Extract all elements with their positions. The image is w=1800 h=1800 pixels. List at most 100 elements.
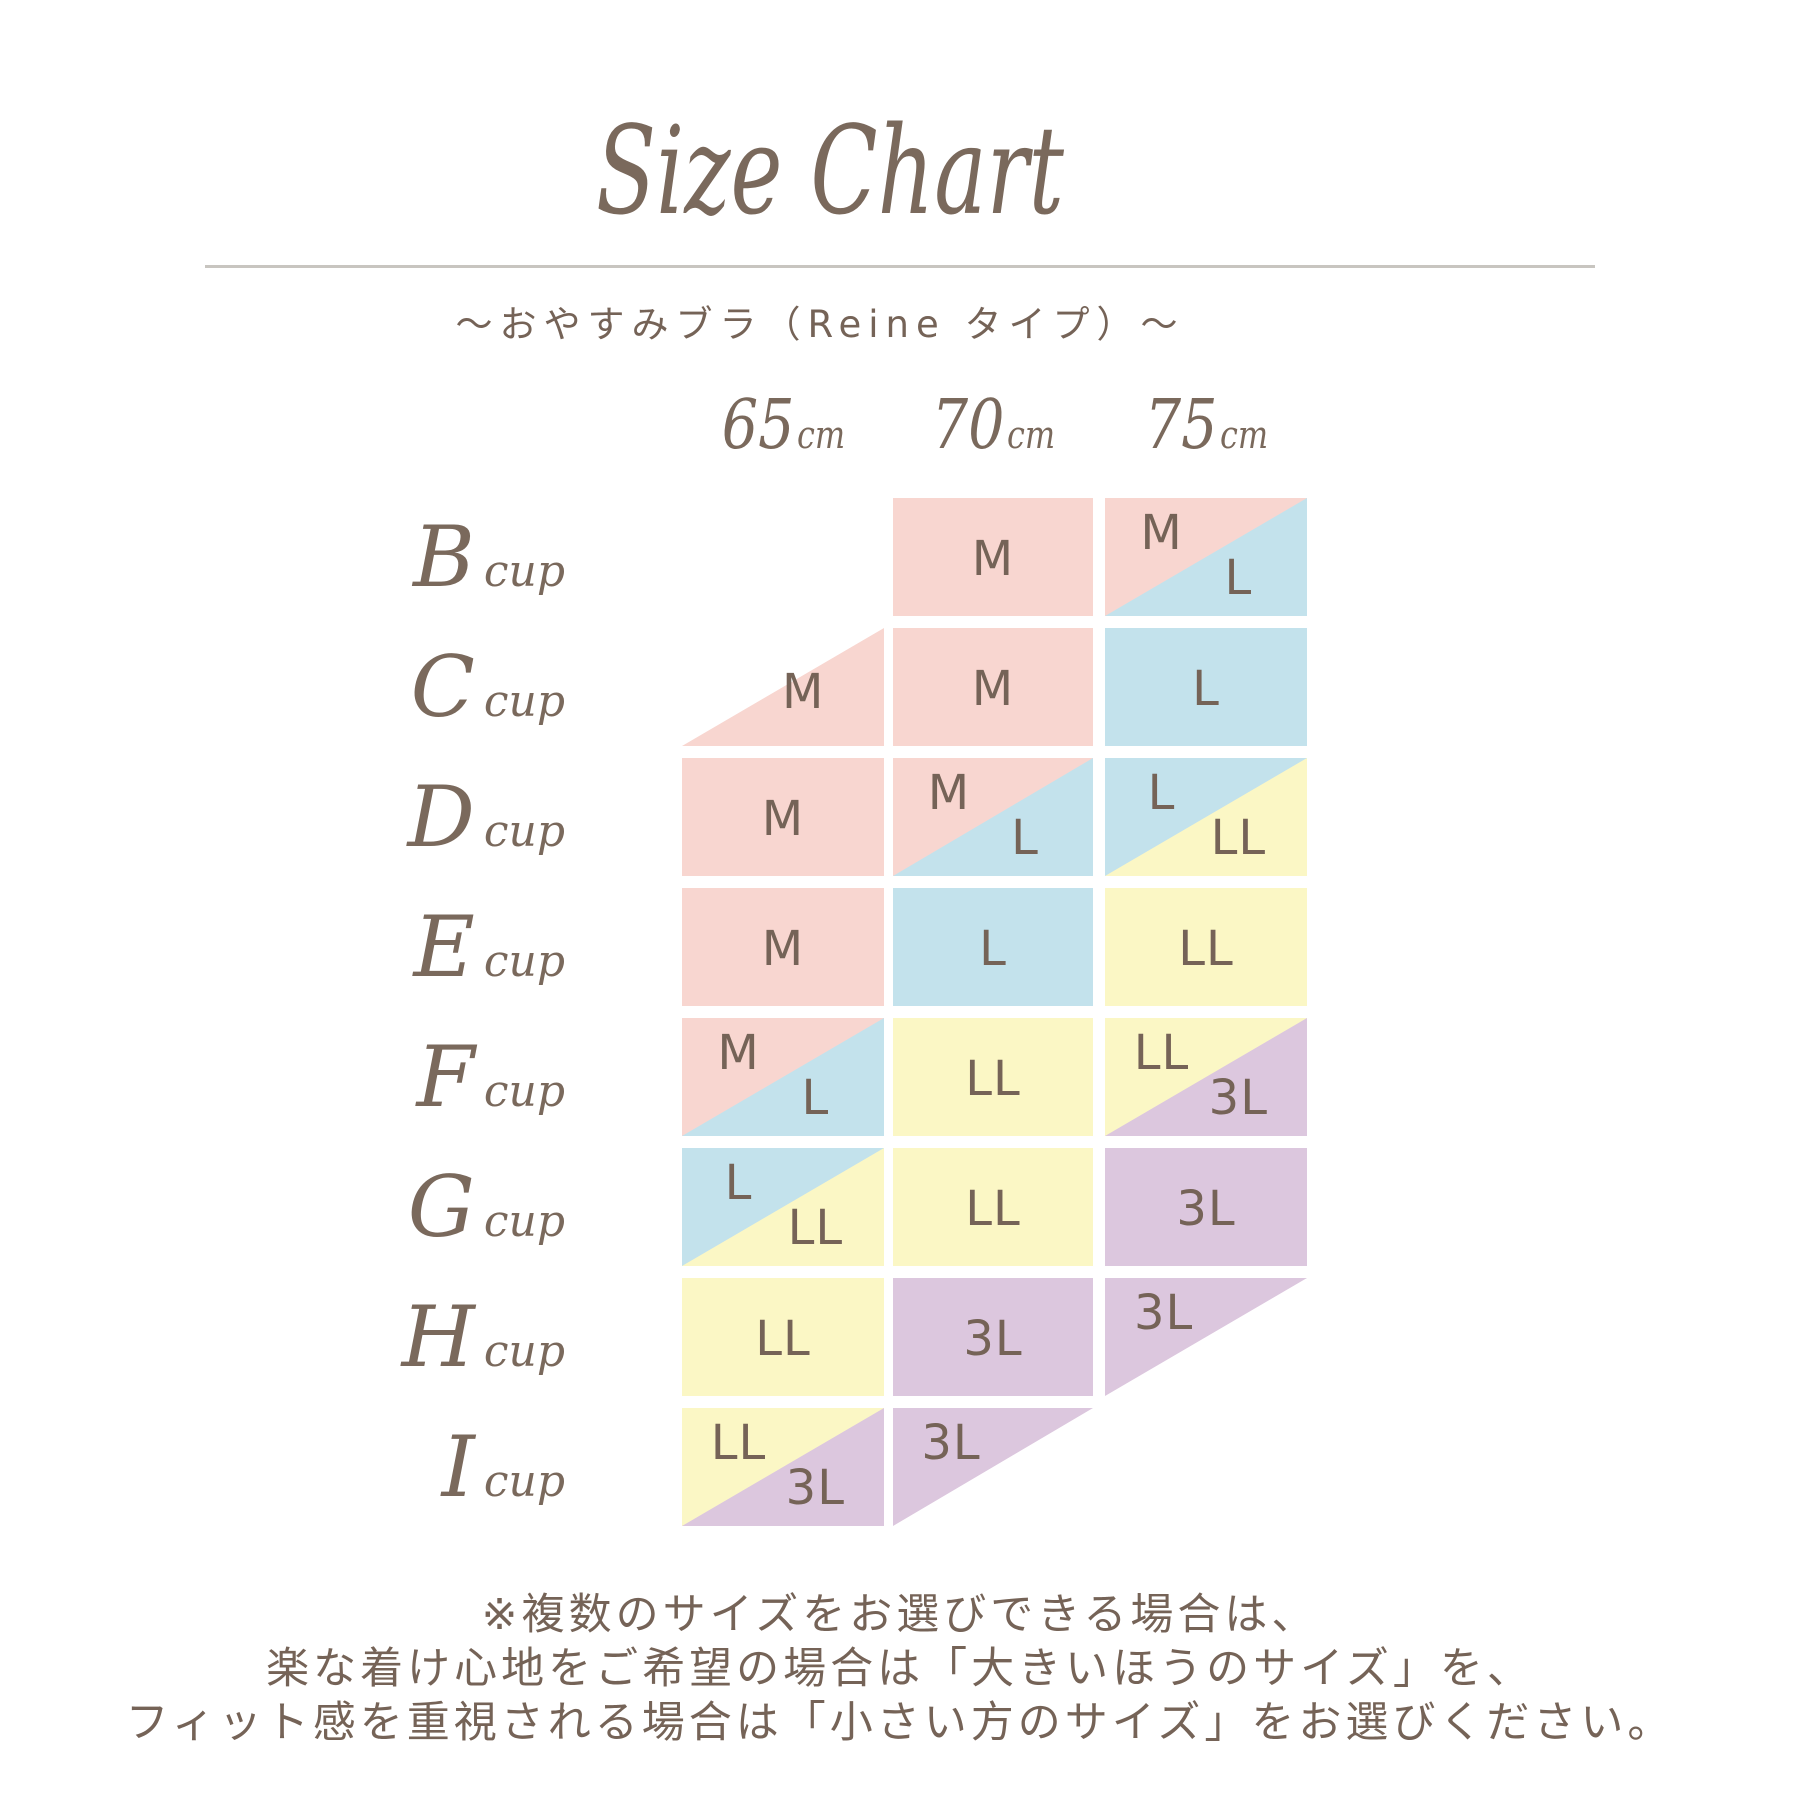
size-label: 3L [921, 1415, 981, 1472]
size-label: L [1192, 661, 1220, 718]
size-label: M [971, 531, 1015, 588]
size-label: L [801, 1070, 830, 1127]
cup-word: cup [483, 1326, 565, 1377]
size-label: L [979, 921, 1007, 978]
footer-note-line-2: 楽な着け心地をご希望の場合は「大きいほうのサイズ」を、 [266, 1644, 1534, 1694]
footer-note-line-1: ※複数のサイズをお選びできる場合は、 [481, 1590, 1319, 1640]
cup-word: cup [483, 936, 565, 987]
band-size-number: 70 [931, 386, 1004, 465]
band-size-header-inner: 70 cm [931, 392, 1054, 460]
size-cell-D-65: M [682, 758, 884, 876]
size-label: M [781, 663, 825, 720]
size-cell-F-70: LL [893, 1018, 1093, 1136]
page-title: Size Chart [0, 104, 1660, 238]
size-cell-C-65: M [682, 628, 884, 746]
size-label: LL [1210, 810, 1267, 867]
size-label: 3L [1133, 1285, 1194, 1342]
divider-line [205, 265, 1595, 268]
cup-word: cup [483, 806, 565, 857]
band-size-header-65: 65 cm [653, 392, 913, 472]
size-cell-F-75: LL 3L [1105, 1018, 1307, 1136]
size-cell-I-65: LL 3L [682, 1408, 884, 1526]
cup-word: cup [483, 1456, 565, 1507]
size-label: LL [1178, 921, 1234, 978]
size-cell-H-65: LL [682, 1278, 884, 1396]
band-size-header-inner: 75 cm [1144, 392, 1267, 460]
cup-letter: F [416, 1028, 475, 1126]
size-label: M [1140, 505, 1183, 562]
cup-letter: G [407, 1158, 475, 1256]
band-size-header-70: 70 cm [863, 392, 1123, 472]
size-label: M [927, 765, 971, 822]
size-cell-C-75: L [1105, 628, 1307, 746]
cup-letter: E [413, 898, 475, 996]
cup-word: cup [483, 676, 565, 727]
page-title-text: Size Chart [596, 100, 1064, 242]
subtitle: 〜おやすみブラ（Reine タイプ）〜 [455, 303, 1185, 346]
size-label: 3L [1176, 1181, 1236, 1238]
size-label: L [724, 1155, 753, 1212]
size-label: M [761, 921, 805, 978]
band-size-unit: cm [1006, 413, 1055, 457]
size-cell-G-75: 3L [1105, 1148, 1307, 1266]
size-cell-C-70: M [893, 628, 1093, 746]
size-cell-G-70: LL [893, 1148, 1093, 1266]
size-label: M [717, 1025, 760, 1082]
size-label: L [1147, 765, 1176, 822]
size-label: 3L [785, 1460, 845, 1517]
size-label: LL [1133, 1025, 1190, 1082]
size-label: 3L [1208, 1070, 1268, 1127]
size-cell-E-70: L [893, 888, 1093, 1006]
size-cell-E-75: LL [1105, 888, 1307, 1006]
cup-word: cup [483, 1066, 565, 1117]
band-size-number: 75 [1144, 386, 1217, 465]
band-size-header-inner: 65 cm [721, 392, 844, 460]
size-cell-D-75: L LL [1105, 758, 1307, 876]
size-label: LL [965, 1181, 1021, 1238]
cup-letter: B [413, 508, 475, 606]
band-size-unit: cm [1219, 413, 1268, 457]
size-label: LL [755, 1311, 811, 1368]
size-label: L [1011, 810, 1039, 867]
band-size-number: 65 [721, 386, 794, 465]
cup-word: cup [483, 546, 565, 597]
size-cell-G-65: L LL [682, 1148, 884, 1266]
band-size-header-75: 75 cm [1076, 392, 1336, 472]
cup-letter: H [401, 1288, 475, 1386]
size-cell-H-75: 3L [1105, 1278, 1307, 1396]
size-label: L [1224, 550, 1253, 607]
cup-word: cup [483, 1196, 565, 1247]
footer-note-line-3: フィット感を重視される場合は「小さい方のサイズ」をお選びください。 [125, 1698, 1675, 1748]
size-label: LL [710, 1415, 767, 1472]
size-cell-I-70: 3L [893, 1408, 1093, 1526]
size-cell-H-70: 3L [893, 1278, 1093, 1396]
cup-letter: D [407, 768, 475, 866]
cup-letter: C [410, 638, 475, 736]
size-cell-E-65: M [682, 888, 884, 1006]
size-label: 3L [963, 1311, 1023, 1368]
band-size-unit: cm [796, 413, 845, 457]
size-label: LL [965, 1051, 1021, 1108]
size-label: M [971, 661, 1015, 718]
size-label: M [761, 791, 805, 848]
